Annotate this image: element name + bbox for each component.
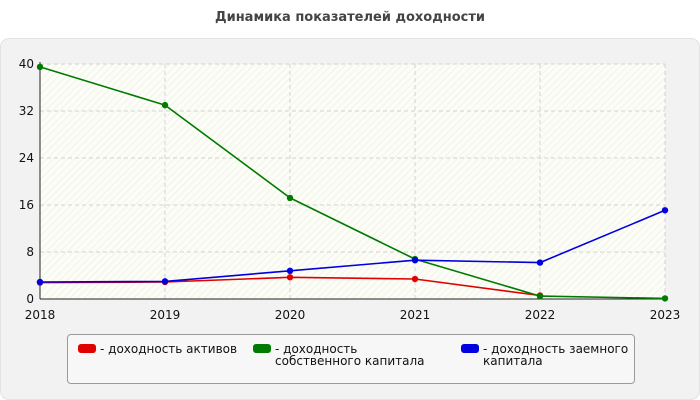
y-tick-label-0: 0	[26, 292, 34, 306]
series	[36, 63, 669, 302]
axes	[39, 62, 665, 300]
y-tick-label-24: 24	[19, 151, 34, 165]
y-tick-label-8: 8	[26, 245, 34, 259]
plot-background	[40, 64, 665, 299]
legend-label-equity: - доходность собственного капитала	[275, 342, 425, 368]
legend-swatch-debt	[461, 344, 479, 353]
y-tick-labels: 0 8 16 24 32 40	[19, 57, 34, 306]
series-line-equity	[39, 66, 666, 300]
point-debt-2023	[661, 207, 669, 214]
x-tick-labels: 2018 2019 2020 2021 2022 2023	[25, 308, 681, 322]
point-equity-2020	[286, 194, 294, 202]
point-debt-2020	[286, 267, 294, 274]
legend-label-assets: - доходность активов	[100, 342, 238, 356]
point-equity-2019	[161, 101, 169, 109]
point-equity-2022	[536, 292, 544, 300]
chart-title: Динамика показателей доходности	[215, 10, 485, 25]
y-tick-label-16: 16	[19, 198, 34, 212]
legend-swatch-assets	[78, 344, 96, 353]
y-tick-label-40: 40	[19, 57, 34, 71]
x-tick-label-2019: 2019	[150, 308, 181, 322]
x-tick-label-2018: 2018	[25, 308, 56, 322]
series-line-debt	[39, 209, 666, 283]
x-tick-label-2021: 2021	[400, 308, 431, 322]
point-debt-2019	[161, 278, 169, 285]
point-assets-2020	[286, 274, 294, 281]
legend-swatch-equity	[253, 344, 271, 353]
x-tick-label-2022: 2022	[525, 308, 556, 322]
point-equity-2018	[36, 63, 44, 71]
x-tick-label-2020: 2020	[275, 308, 306, 322]
point-equity-2023	[661, 295, 669, 302]
point-debt-2022	[536, 259, 544, 266]
point-debt-2018	[36, 278, 44, 286]
legend-label-debt: - доходность заемного капитала	[483, 342, 629, 368]
point-assets-2021	[411, 275, 419, 283]
point-debt-2021	[411, 257, 419, 264]
y-tick-label-32: 32	[19, 104, 34, 118]
legend: - доходность активов - доходность собств…	[67, 334, 635, 384]
grid	[40, 63, 666, 299]
x-tick-label-2023: 2023	[650, 308, 681, 322]
